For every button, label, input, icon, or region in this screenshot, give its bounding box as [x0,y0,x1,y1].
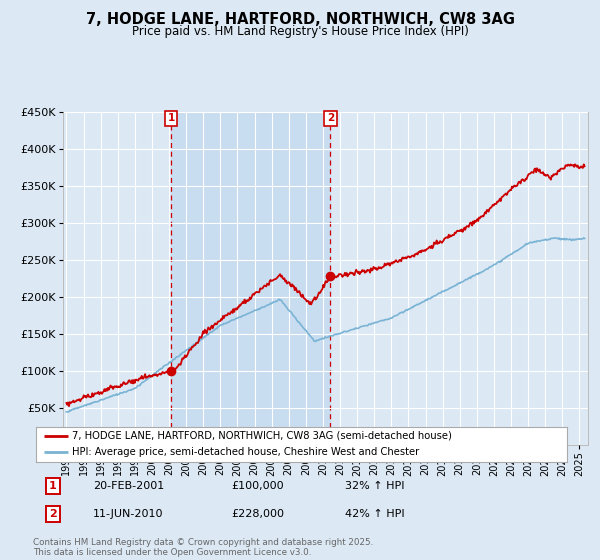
Text: 32% ↑ HPI: 32% ↑ HPI [345,481,404,491]
Text: 1: 1 [167,114,175,124]
Text: 7, HODGE LANE, HARTFORD, NORTHWICH, CW8 3AG (semi-detached house): 7, HODGE LANE, HARTFORD, NORTHWICH, CW8 … [72,431,452,441]
Text: Contains HM Land Registry data © Crown copyright and database right 2025.
This d: Contains HM Land Registry data © Crown c… [33,538,373,557]
Text: 11-JUN-2010: 11-JUN-2010 [93,509,163,519]
Bar [171,112,331,445]
Text: £228,000: £228,000 [231,509,284,519]
Text: 2: 2 [49,509,56,519]
Text: 2: 2 [327,114,334,124]
Text: 7, HODGE LANE, HARTFORD, NORTHWICH, CW8 3AG: 7, HODGE LANE, HARTFORD, NORTHWICH, CW8 … [86,12,515,27]
Text: £100,000: £100,000 [231,481,284,491]
Text: 20-FEB-2001: 20-FEB-2001 [93,481,164,491]
Text: Price paid vs. HM Land Registry's House Price Index (HPI): Price paid vs. HM Land Registry's House … [131,25,469,38]
Text: 1: 1 [49,481,56,491]
Text: HPI: Average price, semi-detached house, Cheshire West and Chester: HPI: Average price, semi-detached house,… [72,447,419,458]
Text: 42% ↑ HPI: 42% ↑ HPI [345,509,404,519]
